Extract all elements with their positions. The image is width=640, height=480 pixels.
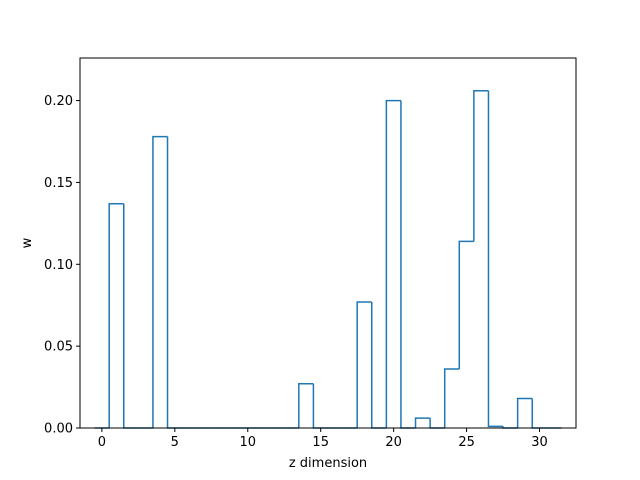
axes-frame bbox=[79, 57, 577, 429]
x-tick-label: 0 bbox=[98, 435, 106, 450]
x-tick-label: 10 bbox=[239, 435, 256, 450]
step-bin-14 bbox=[298, 383, 314, 428]
y-tick-label: 0.10 bbox=[44, 258, 73, 273]
y-axis-label: w bbox=[20, 237, 35, 248]
step-bin-27 bbox=[487, 90, 504, 428]
step-bin-29 bbox=[516, 397, 533, 428]
y-axis-ticks: 0.00 0.05 0.10 0.15 0.20 bbox=[44, 94, 80, 437]
step-bin-20 bbox=[385, 99, 401, 428]
x-tick-label: 25 bbox=[458, 435, 475, 450]
y-tick-label: 0.20 bbox=[44, 94, 73, 109]
y-tick-label: 0.00 bbox=[44, 422, 73, 437]
step-bin-22 bbox=[414, 417, 431, 428]
y-tick-label: 0.05 bbox=[44, 340, 73, 355]
plot-area bbox=[80, 58, 576, 428]
step-bin-25 bbox=[458, 240, 474, 370]
x-tick-label: 20 bbox=[385, 435, 402, 450]
step-bin-26 bbox=[473, 89, 489, 242]
x-axis-ticks: 0 5 10 15 20 25 30 bbox=[98, 428, 548, 450]
step-bin-4 bbox=[152, 135, 168, 428]
step-bin-24 bbox=[443, 368, 460, 428]
x-tick-label: 5 bbox=[171, 435, 179, 450]
x-tick-label: 15 bbox=[312, 435, 329, 450]
step-bin-18 bbox=[356, 301, 372, 428]
step-bin-1 bbox=[108, 202, 124, 428]
y-tick-label: 0.15 bbox=[44, 176, 73, 191]
x-axis-label: z dimension bbox=[289, 456, 367, 471]
x-tick-label: 30 bbox=[531, 435, 548, 450]
